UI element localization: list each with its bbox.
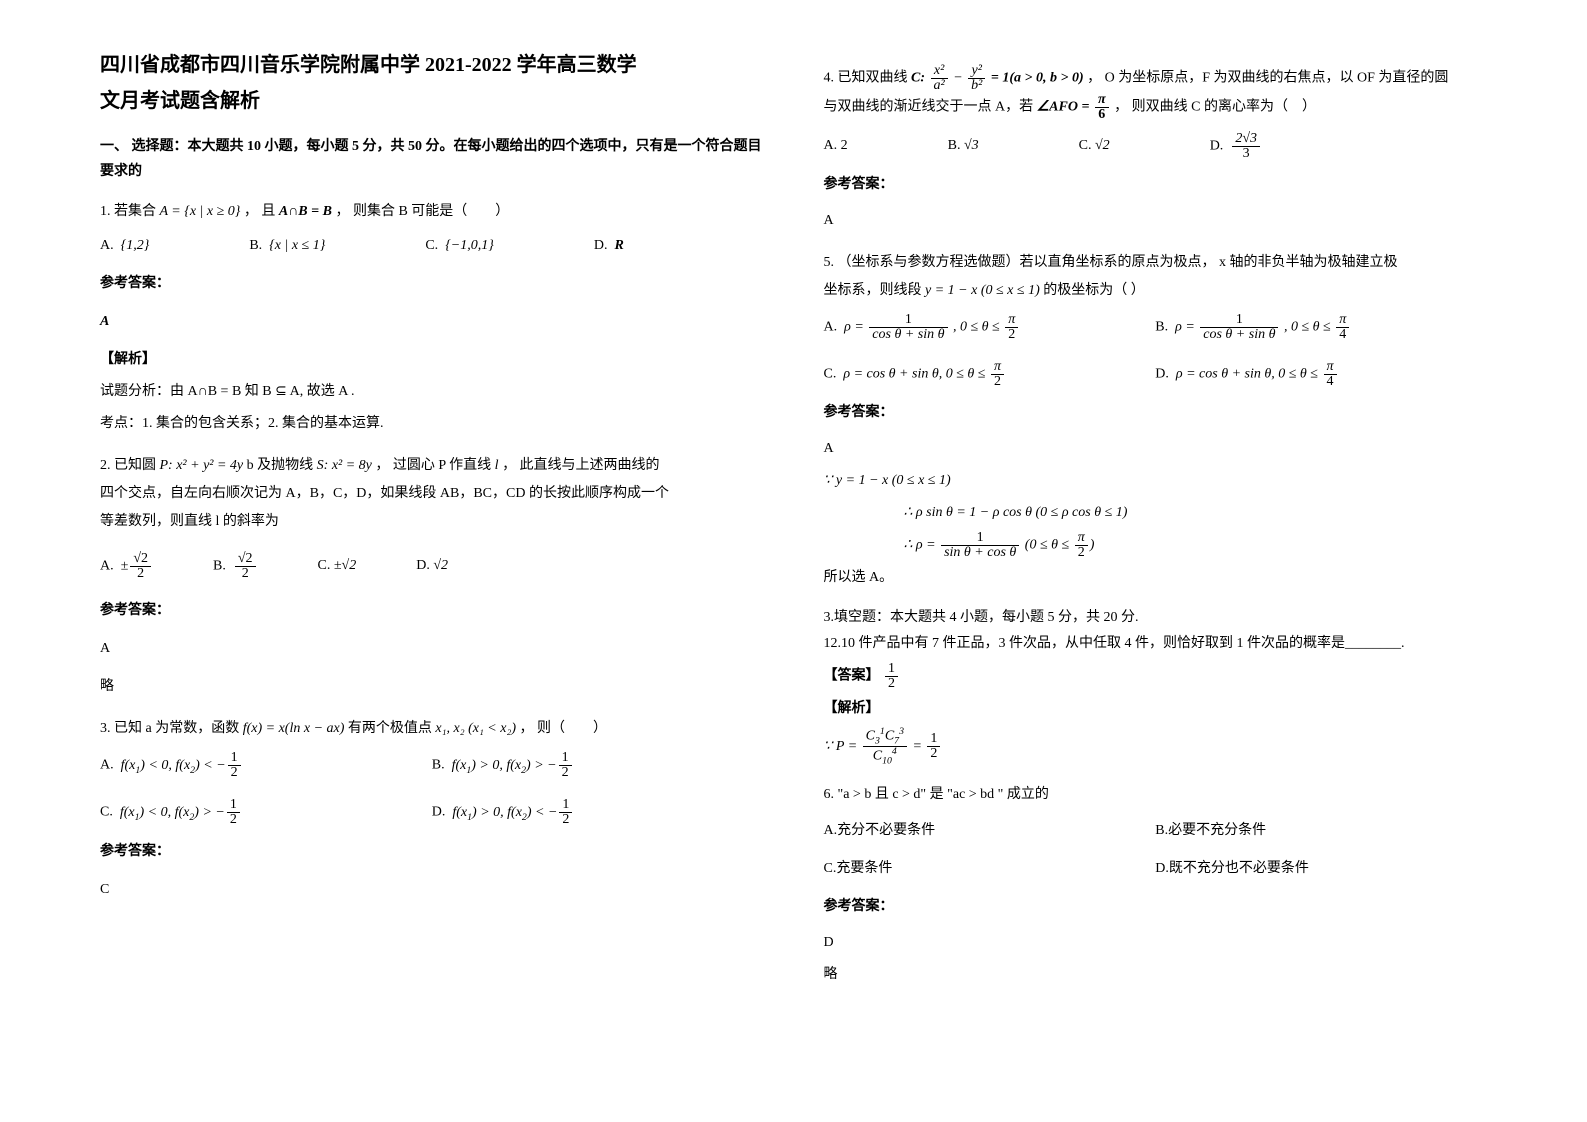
question-4: 4. 已知双曲线 C: x²a² − y²b² = 1(a > 0, b > 0… bbox=[824, 64, 1488, 235]
q2-choice-b: B. √22 bbox=[213, 552, 258, 581]
q6-choice-a: A.充分不必要条件 bbox=[824, 817, 1156, 845]
q3-stem-b: 有两个极值点 bbox=[348, 721, 436, 736]
q6-choice-b: B.必要不充分条件 bbox=[1155, 817, 1487, 845]
q1-mid: ， 且 bbox=[244, 204, 279, 219]
q2-stem-e: 四个交点，自左向右顺次记为 A，B，C，D，如果线段 AB，BC，CD 的长按此… bbox=[100, 480, 764, 508]
q4-choice-d: D. 2√33 bbox=[1210, 132, 1262, 161]
fill-section-head: 3.填空题：本大题共 4 小题，每小题 5 分，共 20 分. bbox=[824, 606, 1488, 626]
q2-choice-c: C. ±√2 bbox=[318, 552, 357, 581]
q5-work3: ∴ ρ = 1sin θ + cos θ (0 ≤ θ ≤ π2) bbox=[824, 531, 1488, 560]
q4-curve-pre: C: bbox=[911, 71, 925, 86]
q2-lue: 略 bbox=[100, 673, 764, 701]
q4-stem-d: ， 则双曲线 C 的离心率为（ ） bbox=[1114, 100, 1316, 115]
q6-stem: 6. "a > b 且 c > d" 是 "ac > bd " 成立的 bbox=[824, 781, 1488, 809]
q1-choices: A. {1,2} B. {x | x ≤ 1} C. {−1,0,1} D. R bbox=[100, 232, 764, 260]
q2-choice-a: A. ±√22 bbox=[100, 552, 153, 581]
q5-stem-a: 5. （坐标系与参数方程选做题）若以直角坐标系的原点为极点， x 轴的非负半轴为… bbox=[824, 249, 1488, 277]
q3-pts: x₁, x₂ (x₁ < x₂) bbox=[435, 721, 516, 736]
q3-ans-label: 参考答案： bbox=[100, 838, 764, 866]
q3-choice-a: A. f(x1) < 0, f(x2) < −12 bbox=[100, 751, 432, 780]
q1-choice-b: B. {x | x ≤ 1} bbox=[249, 232, 325, 260]
q1-ans-label: 参考答案： bbox=[100, 270, 764, 298]
q6-choices: A.充分不必要条件 B.必要不充分条件 C.充要条件 D.既不充分也不必要条件 bbox=[824, 817, 1488, 883]
doc-title-2: 文月考试题含解析 bbox=[100, 86, 764, 116]
q5-conclude: 所以选 A。 bbox=[824, 564, 1488, 592]
q1-choice-c: C. {−1,0,1} bbox=[425, 232, 494, 260]
q1-ans: A bbox=[100, 308, 764, 336]
q1-cond: A∩B = B bbox=[279, 204, 332, 219]
doc-title-1: 四川省成都市四川音乐学院附属中学 2021-2022 学年高三数学 bbox=[100, 50, 764, 80]
question-5: 5. （坐标系与参数方程选做题）若以直角坐标系的原点为极点， x 轴的非负半轴为… bbox=[824, 249, 1488, 592]
section-1-head: 一、 选择题：本大题共 10 小题，每小题 5 分，共 50 分。在每小题给出的… bbox=[100, 134, 764, 184]
q5-stem-b: 坐标系，则线段 bbox=[824, 283, 926, 298]
question-1: 1. 若集合 A = {x | x ≥ 0} ， 且 A∩B = B ， 则集合… bbox=[100, 198, 764, 438]
right-column: 4. 已知双曲线 C: x²a² − y²b² = 1(a > 0, b > 0… bbox=[824, 50, 1488, 1003]
q4-ans: A bbox=[824, 207, 1488, 235]
q1-post: ， 则集合 B 可能是（ ） bbox=[335, 204, 509, 219]
q5-ans-label: 参考答案： bbox=[824, 399, 1488, 427]
q2-stem-c: ， 过圆心 P 作直线 bbox=[375, 458, 494, 473]
q1-line2: 考点：1. 集合的包含关系；2. 集合的基本运算. bbox=[100, 410, 764, 438]
q2-choices: A. ±√22 B. √22 C. ±√2 D. √2 bbox=[100, 552, 764, 581]
q6-lue: 略 bbox=[824, 961, 1488, 989]
question-3: 3. 已知 a 为常数，函数 f(x) = x(ln x − ax) 有两个极值… bbox=[100, 715, 764, 903]
q1-choice-d: D. R bbox=[594, 232, 624, 260]
q4-choice-b: B. √3 bbox=[948, 132, 979, 161]
q3-stem-c: ， 则（ ） bbox=[520, 721, 608, 736]
q4-choice-a: A. 2 bbox=[824, 132, 848, 161]
q12-work: ∵ P = C31C73C104 = 12 bbox=[824, 727, 1488, 767]
left-column: 四川省成都市四川音乐学院附属中学 2021-2022 学年高三数学 文月考试题含… bbox=[100, 50, 764, 1003]
q5-choice-a: A. ρ = 1cos θ + sin θ , 0 ≤ θ ≤ π2 bbox=[824, 313, 1156, 342]
q2-stem-f: 等差数列，则直线 l 的斜率为 bbox=[100, 508, 764, 536]
q6-ans-label: 参考答案： bbox=[824, 893, 1488, 921]
q3-choice-c: C. f(x1) < 0, f(x2) > −12 bbox=[100, 798, 432, 827]
q2-l: l bbox=[495, 458, 499, 473]
q5-choices: A. ρ = 1cos θ + sin θ , 0 ≤ θ ≤ π2 B. ρ … bbox=[824, 313, 1488, 389]
q1-stem-pre: 1. 若集合 bbox=[100, 204, 160, 219]
q2-stem-a: 2. 已知圆 bbox=[100, 458, 160, 473]
q4-ans-label: 参考答案： bbox=[824, 171, 1488, 199]
q5-choice-d: D. ρ = cos θ + sin θ, 0 ≤ θ ≤ π4 bbox=[1155, 360, 1487, 389]
q12-jiexi: 【解析】 bbox=[824, 695, 1488, 723]
q3-choice-b: B. f(x1) > 0, f(x2) > −12 bbox=[432, 751, 764, 780]
question-6: 6. "a > b 且 c > d" 是 "ac > bd " 成立的 A.充分… bbox=[824, 781, 1488, 989]
q2-ans-label: 参考答案： bbox=[100, 597, 764, 625]
q12-ans: 【答案】 12 bbox=[824, 662, 1488, 691]
q1-jiexi: 【解析】 bbox=[100, 346, 764, 374]
q4-choices: A. 2 B. √3 C. √2 D. 2√33 bbox=[824, 132, 1488, 161]
question-2: 2. 已知圆 P: x² + y² = 4y b 及抛物线 S: x² = 8y… bbox=[100, 452, 764, 701]
q2-stem-d: ， 此直线与上述两曲线的 bbox=[502, 458, 660, 473]
q5-ans: A bbox=[824, 435, 1488, 463]
q3-ans: C bbox=[100, 876, 764, 904]
q3-stem-a: 3. 已知 a 为常数，函数 bbox=[100, 721, 243, 736]
question-12: 12.10 件产品中有 7 件正品，3 件次品，从中任取 4 件，则恰好取到 1… bbox=[824, 630, 1488, 767]
q2-choice-d: D. √2 bbox=[416, 552, 448, 581]
q5-stem-c: 的极坐标为（ ） bbox=[1043, 283, 1145, 298]
q4-stem-c: 与双曲线的渐近线交于一点 A，若 bbox=[824, 100, 1037, 115]
q4-stem-b: ， O 为坐标原点，F 为双曲线的右焦点，以 OF 为直径的圆 bbox=[1087, 71, 1448, 86]
q1-line1: 试题分析：由 A∩B = B 知 B ⊆ A, 故选 A . bbox=[100, 378, 764, 406]
q4-choice-c: C. √2 bbox=[1079, 132, 1110, 161]
q3-choices: A. f(x1) < 0, f(x2) < −12 B. f(x1) > 0, … bbox=[100, 751, 764, 827]
q5-seg: y = 1 − x (0 ≤ x ≤ 1) bbox=[925, 283, 1040, 298]
q2-s: S: x² = 8y bbox=[317, 458, 372, 473]
q5-choice-c: C. ρ = cos θ + sin θ, 0 ≤ θ ≤ π2 bbox=[824, 360, 1156, 389]
q5-work1: ∵ y = 1 − x (0 ≤ x ≤ 1) bbox=[824, 467, 1488, 495]
q4-angle: ∠AFO = bbox=[1037, 100, 1090, 115]
q2-p: P: x² + y² = 4y bbox=[160, 458, 244, 473]
q2-ans: A bbox=[100, 635, 764, 663]
q3-choice-d: D. f(x1) > 0, f(x2) < −12 bbox=[432, 798, 764, 827]
q3-fx: f(x) = x(ln x − ax) bbox=[243, 721, 345, 736]
q1-choice-a: A. {1,2} bbox=[100, 232, 149, 260]
q6-choice-d: D.既不充分也不必要条件 bbox=[1155, 855, 1487, 883]
q12-stem: 12.10 件产品中有 7 件正品，3 件次品，从中任取 4 件，则恰好取到 1… bbox=[824, 630, 1488, 658]
q2-stem-b: b 及抛物线 bbox=[247, 458, 317, 473]
q4-curve-post: = 1(a > 0, b > 0) bbox=[991, 71, 1084, 86]
q4-stem-a: 4. 已知双曲线 bbox=[824, 71, 912, 86]
q6-choice-c: C.充要条件 bbox=[824, 855, 1156, 883]
q1-set-a: A = {x | x ≥ 0} bbox=[160, 204, 241, 219]
q5-work2: ∴ ρ sin θ = 1 − ρ cos θ (0 ≤ ρ cos θ ≤ 1… bbox=[824, 499, 1488, 527]
q5-choice-b: B. ρ = 1cos θ + sin θ , 0 ≤ θ ≤ π4 bbox=[1155, 313, 1487, 342]
q6-ans: D bbox=[824, 929, 1488, 957]
